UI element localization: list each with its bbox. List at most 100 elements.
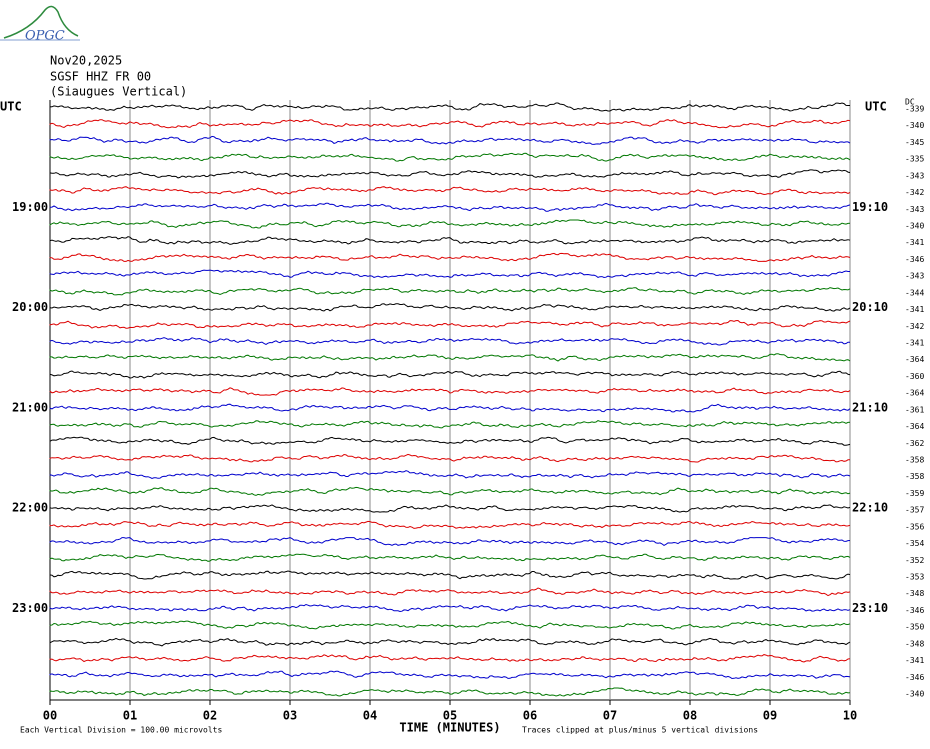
logo-curve — [3, 5, 79, 39]
trace — [49, 570, 851, 580]
trace — [49, 537, 851, 546]
x-tick-label: 05 — [443, 709, 457, 723]
x-tick-label: 03 — [283, 709, 297, 723]
dc-value: -335 — [905, 155, 924, 164]
x-axis-title: TIME (MINUTES) — [399, 721, 500, 735]
trace — [49, 236, 851, 245]
dc-value: -340 — [905, 121, 924, 130]
trace — [49, 269, 850, 279]
left-axis-title: UTC — [0, 100, 22, 114]
trace — [49, 303, 851, 312]
trace — [49, 119, 851, 129]
right-axis-title: UTC — [865, 100, 887, 114]
trace — [49, 520, 851, 529]
right-time-label: 23:10 — [852, 601, 888, 615]
dc-value: -343 — [905, 205, 924, 214]
dc-value: -343 — [905, 272, 924, 281]
logo: OPGC — [25, 29, 65, 44]
right-time-label: 19:10 — [852, 200, 888, 214]
left-time-label: 23:00 — [12, 601, 48, 615]
dc-value: -341 — [905, 238, 924, 247]
trace — [49, 152, 851, 162]
dc-value: -353 — [905, 573, 924, 582]
trace — [49, 603, 851, 613]
dc-value: -340 — [905, 690, 924, 699]
trace — [49, 319, 851, 329]
dc-value: -364 — [905, 422, 924, 431]
right-time-label: 22:10 — [852, 501, 888, 515]
dc-title: DC — [905, 98, 915, 107]
dc-value: -354 — [905, 539, 924, 548]
trace — [49, 186, 851, 196]
dc-value: -358 — [905, 472, 924, 481]
trace — [49, 102, 850, 112]
trace — [49, 436, 851, 446]
dc-value: -341 — [905, 305, 924, 314]
x-tick-label: 01 — [123, 709, 137, 723]
trace — [49, 620, 851, 630]
dc-value: -359 — [905, 489, 924, 498]
dc-value: -350 — [905, 623, 924, 632]
dc-value: -346 — [905, 606, 924, 615]
dc-value: -364 — [905, 355, 924, 364]
trace — [49, 654, 851, 663]
dc-value: -343 — [905, 171, 924, 180]
dc-value: -342 — [905, 322, 924, 331]
trace — [49, 403, 851, 413]
dc-value: -344 — [905, 288, 924, 297]
dc-value: -352 — [905, 556, 924, 565]
dc-value: -340 — [905, 222, 924, 231]
dc-value: -345 — [905, 138, 924, 147]
trace — [49, 219, 851, 229]
dc-value: -364 — [905, 389, 924, 398]
trace — [49, 252, 851, 262]
left-time-label: 21:00 — [12, 400, 48, 414]
trace — [49, 202, 851, 212]
trace — [49, 387, 851, 396]
trace — [49, 169, 851, 179]
trace — [49, 637, 851, 647]
left-time-label: 22:00 — [12, 501, 48, 515]
dc-value: -360 — [905, 372, 924, 381]
trace — [49, 504, 851, 513]
dc-value: -342 — [905, 188, 924, 197]
dc-value: -356 — [905, 522, 924, 531]
dc-value: -348 — [905, 639, 924, 648]
x-tick-label: 06 — [523, 709, 537, 723]
scale-note: Each Vertical Division = 100.00 microvol… — [20, 726, 222, 735]
left-time-label: 19:00 — [12, 200, 48, 214]
x-tick-label: 04 — [363, 709, 377, 723]
x-tick-label: 09 — [763, 709, 777, 723]
x-tick-label: 02 — [203, 709, 217, 723]
trace — [49, 135, 851, 145]
date: Nov20,2025 — [50, 54, 122, 68]
trace — [49, 370, 851, 379]
trace — [49, 470, 851, 480]
trace — [49, 453, 850, 463]
clip-note: Traces clipped at plus/minus 5 vertical … — [522, 726, 758, 735]
trace — [49, 420, 851, 429]
right-time-label: 20:10 — [852, 300, 888, 314]
description: (Siaugues Vertical) — [50, 85, 187, 99]
trace — [49, 553, 851, 562]
trace — [49, 337, 850, 346]
dc-value: -341 — [905, 656, 924, 665]
x-tick-label: 10 — [843, 709, 857, 723]
left-time-label: 20:00 — [12, 300, 48, 314]
x-tick-label: 00 — [43, 709, 57, 723]
dc-value: -357 — [905, 506, 924, 515]
x-tick-label: 07 — [603, 709, 617, 723]
trace — [49, 687, 851, 697]
trace — [49, 353, 851, 362]
station: SGSF HHZ FR 00 — [50, 70, 151, 84]
dc-value: -361 — [905, 405, 924, 414]
trace — [49, 670, 851, 680]
right-time-label: 21:10 — [852, 400, 888, 414]
dc-value: -362 — [905, 439, 924, 448]
trace — [49, 587, 851, 597]
trace — [49, 486, 851, 496]
dc-value: -341 — [905, 339, 924, 348]
trace — [49, 287, 851, 296]
dc-value: -339 — [905, 105, 924, 114]
